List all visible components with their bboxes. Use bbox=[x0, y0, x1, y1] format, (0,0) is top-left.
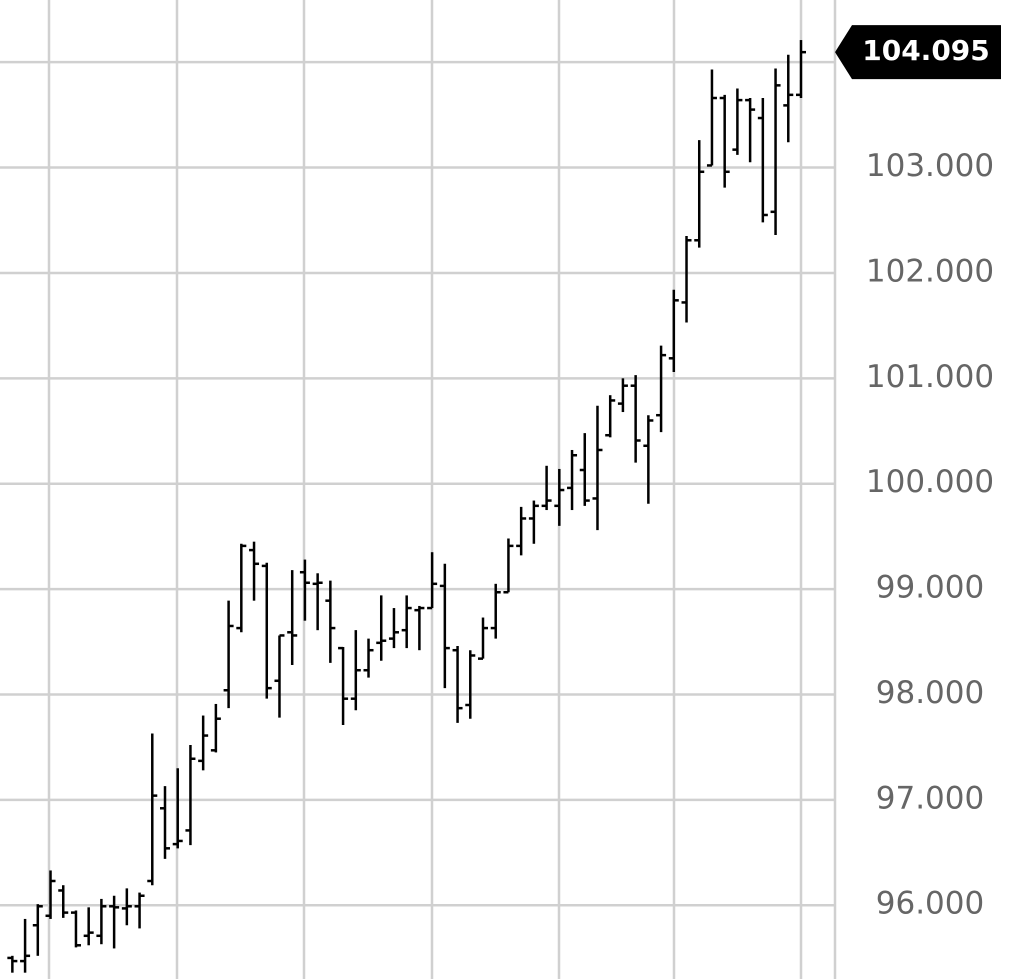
ohlc-bar bbox=[452, 645, 463, 723]
ohlc-bar bbox=[20, 918, 31, 973]
y-tick-label: 97.000 bbox=[876, 780, 984, 816]
ohlc-bar bbox=[478, 617, 488, 660]
ohlc-bar bbox=[70, 910, 81, 948]
ohlc-bar bbox=[274, 634, 285, 718]
ohlc-bar bbox=[223, 600, 234, 709]
ohlc-bar bbox=[745, 98, 756, 163]
ohlc-bar bbox=[160, 786, 170, 859]
ohlc-bar bbox=[694, 140, 705, 248]
ohlc-bar bbox=[147, 733, 158, 886]
ohlc-bar bbox=[83, 907, 94, 946]
ohlc-bar bbox=[643, 415, 654, 504]
y-tick-label: 99.000 bbox=[876, 570, 984, 606]
ohlc-bar bbox=[732, 88, 743, 155]
ohlc-bar bbox=[338, 646, 349, 726]
ohlc-bar bbox=[363, 638, 374, 678]
ohlc-bar bbox=[32, 904, 43, 956]
ohlc-bar bbox=[617, 378, 628, 413]
last-price-label: 104.095 bbox=[862, 34, 990, 67]
ohlc-bar bbox=[439, 563, 450, 689]
ohlc-bar bbox=[210, 703, 221, 753]
ohlc-bar bbox=[770, 68, 781, 236]
ohlc-bar bbox=[592, 405, 603, 531]
time-grid bbox=[47, 0, 837, 979]
ohlc-bar bbox=[706, 69, 717, 167]
ohlc-bar bbox=[783, 54, 794, 143]
ohlc-bar bbox=[299, 559, 310, 621]
ohlc-bar bbox=[541, 465, 552, 511]
ohlc-bar bbox=[325, 580, 336, 663]
ohlc-bar bbox=[528, 500, 539, 544]
ohlc-bar bbox=[503, 538, 514, 594]
ohlc-bar bbox=[134, 892, 145, 929]
ohlc-bar bbox=[630, 375, 641, 463]
last-price-tag bbox=[835, 25, 1001, 80]
ohlc-bar bbox=[121, 888, 132, 926]
ohlc-bar bbox=[668, 289, 679, 372]
y-tick-label: 98.000 bbox=[876, 675, 984, 711]
ohlc-bar bbox=[109, 895, 120, 949]
ohlc-bar bbox=[249, 541, 260, 601]
y-tick-label: 102.000 bbox=[866, 253, 994, 289]
ohlc-bar bbox=[58, 885, 69, 918]
ohlc-bar bbox=[236, 543, 247, 633]
ohlc-bar bbox=[45, 870, 56, 919]
ohlc-bar bbox=[605, 395, 616, 438]
ohlc-bar bbox=[579, 433, 590, 506]
ohlc-bar bbox=[7, 955, 18, 973]
ohlc-bar bbox=[427, 552, 438, 610]
ohlc-bar bbox=[388, 608, 399, 649]
ohlc-bar bbox=[681, 236, 692, 323]
ohlc-bar bbox=[567, 449, 578, 511]
ohlc-bar bbox=[198, 715, 209, 771]
y-tick-label: 100.000 bbox=[866, 464, 994, 500]
y-tick-label: 101.000 bbox=[866, 359, 994, 395]
ohlc-bar bbox=[261, 562, 272, 699]
ohlc-bar bbox=[554, 468, 565, 526]
ohlc-bar bbox=[719, 94, 730, 188]
ohlc-bar bbox=[796, 40, 806, 99]
ohlc-bar bbox=[401, 595, 412, 649]
ohlc-bar bbox=[172, 768, 183, 849]
ohlc-bar bbox=[656, 345, 667, 433]
ohlc-bar bbox=[96, 898, 107, 945]
ohlc-bar bbox=[516, 506, 527, 556]
ohlc-bar bbox=[376, 595, 387, 661]
ohlc-bar bbox=[490, 583, 501, 639]
ohlc-bar bbox=[757, 98, 768, 223]
ohlc-bar bbox=[185, 745, 196, 846]
ohlc-bar bbox=[287, 570, 298, 665]
ohlc-bar bbox=[465, 650, 476, 719]
y-tick-label: 103.000 bbox=[866, 148, 994, 184]
y-tick-label: 96.000 bbox=[876, 886, 984, 922]
ohlc-bar bbox=[414, 605, 425, 651]
ohlc-bar bbox=[312, 573, 323, 631]
ohlc-bar bbox=[350, 630, 361, 711]
